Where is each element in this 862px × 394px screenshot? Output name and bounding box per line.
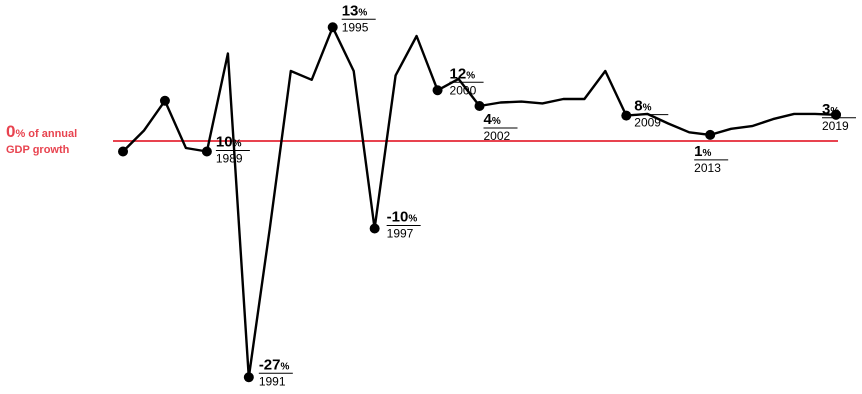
annotation-2000: 12%2000 [449, 65, 484, 97]
annotation-value: 8% [634, 98, 651, 115]
annotation-1991: -27%1991 [258, 356, 293, 388]
zero-reference-label: 0% of annual [6, 122, 77, 141]
data-point-marker-1995 [327, 22, 338, 33]
annotation-value: 13% [342, 2, 368, 19]
data-point-marker-2002 [474, 101, 485, 111]
annotation-2019: 3%2019 [822, 101, 856, 133]
annotation-year: 2009 [634, 116, 661, 130]
annotation-year: 2000 [450, 83, 477, 97]
annotation-2013: 1%2013 [694, 143, 729, 175]
annotation-1995: 13%1995 [341, 2, 376, 34]
data-point-marker-1991 [243, 372, 254, 383]
annotation-2009: 8%2009 [634, 98, 669, 130]
data-point-marker-1997 [369, 223, 380, 234]
annotation-value: 12% [450, 65, 476, 82]
data-point-marker-2009 [621, 110, 632, 121]
annotation-year: 1991 [259, 374, 286, 388]
data-point-marker-1985 [118, 146, 128, 157]
annotation-2002: 4%2002 [483, 111, 518, 143]
annotation-year: 1989 [216, 152, 243, 166]
annotation-1989: 10%1989 [215, 134, 250, 166]
zero-reference-label-line2: GDP growth [6, 144, 70, 156]
annotation-year: 2002 [484, 129, 511, 143]
annotation-value: 3% [822, 101, 839, 118]
annotation-value: -27% [259, 356, 290, 373]
annotation-value: -10% [387, 209, 418, 226]
annotation-year: 2013 [694, 161, 721, 175]
series-line [122, 26, 837, 379]
annotation-value: 1% [694, 143, 711, 160]
annotation-value: 4% [484, 111, 501, 128]
data-point-markers [118, 22, 841, 383]
peak-annotations: 10%1989-27%199113%1995-10%199712%20004%2… [215, 2, 856, 388]
data-point-marker-1989 [201, 146, 212, 157]
data-point-marker-1987 [159, 95, 170, 106]
data-point-marker-2013 [705, 129, 716, 140]
annotation-value: 10% [216, 134, 242, 151]
annotation-year: 2019 [822, 119, 849, 133]
annotation-year: 1995 [342, 20, 369, 34]
annotation-year: 1997 [387, 227, 414, 241]
data-point-marker-2000 [432, 85, 443, 96]
annotation-1997: -10%1997 [386, 209, 421, 241]
